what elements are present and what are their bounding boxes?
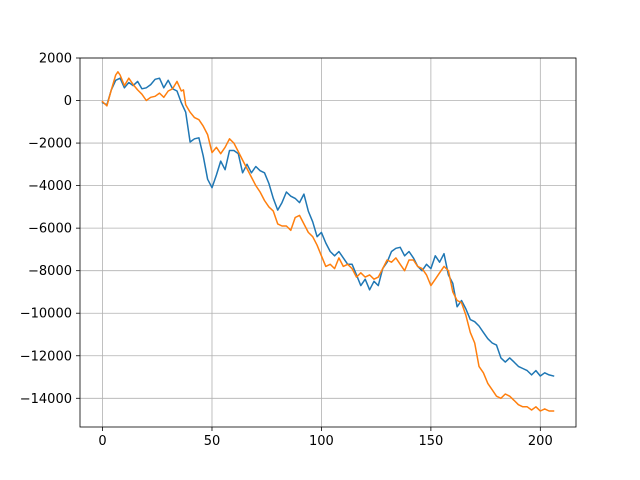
y-tick-label: −14000 [20,392,72,407]
x-tick-label: 150 [418,434,443,449]
y-tick-label: −6000 [28,222,72,237]
y-tick-label: 2000 [39,52,72,67]
series-line-2 [101,71,555,412]
x-tick-label: 200 [528,434,553,449]
y-tick-label: −8000 [28,264,72,279]
y-tick-label: −12000 [20,349,72,364]
x-tick-label: 100 [309,434,334,449]
x-tick-label: 0 [98,434,106,449]
plot-area-background [80,58,576,427]
axes-frame [79,57,577,428]
grid-layer [80,57,576,427]
y-tick-label: −2000 [28,137,72,152]
y-tick-label: 0 [64,94,72,109]
y-tick-label: −10000 [20,307,72,322]
x-tick-label: 50 [204,434,221,449]
series-layer [101,71,555,412]
series-line-1 [101,77,555,377]
tick-layer: 0 50 100 150 200 2000 0 −2000 −4000 −6000 −8000 −10… [20,52,553,450]
y-tick-label: −4000 [28,179,72,194]
